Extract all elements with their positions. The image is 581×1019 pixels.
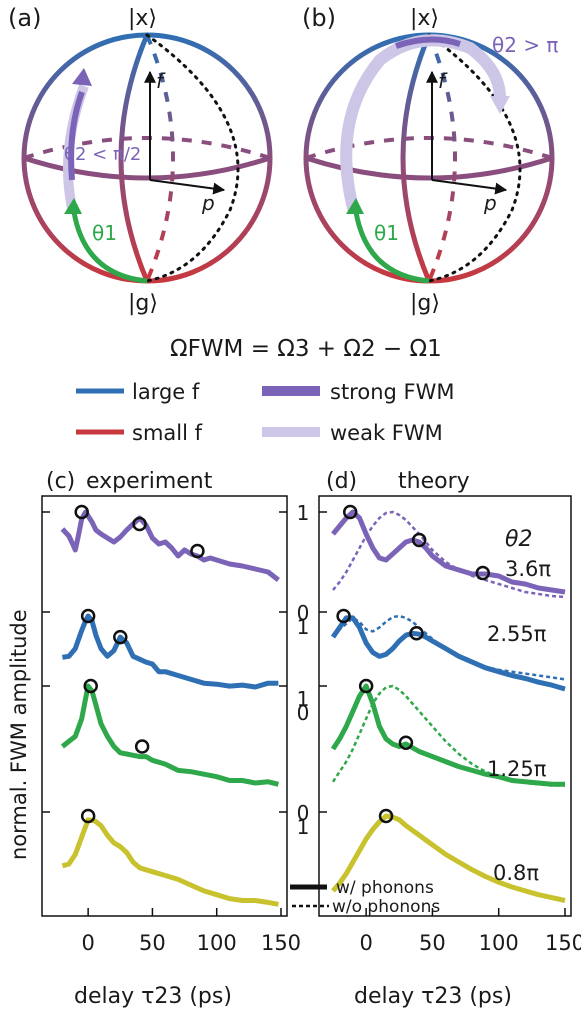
theta2-label-2: 2.55π xyxy=(487,622,547,646)
x-tick-label: 150 xyxy=(545,931,581,955)
ket-x-b: |x⟩ xyxy=(410,6,439,31)
bloch-sphere-a: (a) xyxy=(8,4,273,284)
y-tick-label: 1 xyxy=(297,501,310,525)
exp-peak-marker xyxy=(132,516,147,532)
exp-peak-marker xyxy=(190,543,205,559)
legend xyxy=(76,386,320,437)
ket-g-a: |g⟩ xyxy=(128,291,158,316)
theory-line-purple xyxy=(331,509,566,595)
panel-b-label: (b) xyxy=(302,4,336,32)
exp-peak-marker xyxy=(113,629,128,645)
theory-peak-marker xyxy=(342,504,358,520)
bloch-sphere-b: (b) xyxy=(302,4,555,284)
axis-p-b: p xyxy=(483,191,497,215)
theory-series xyxy=(330,504,566,903)
panel-a-label: (a) xyxy=(8,4,41,32)
theory-line-yellow xyxy=(331,813,566,903)
panel-c-label: (c) xyxy=(46,469,75,494)
exp-peak-marker xyxy=(80,808,96,824)
theory-dashed-blue xyxy=(332,614,566,681)
theory-line-green xyxy=(330,683,565,787)
theory-peak-marker xyxy=(378,808,394,824)
theta2-label-4: 0.8π xyxy=(493,861,539,885)
ket-x-a: |x⟩ xyxy=(128,6,157,31)
legend-strong: strong FWM xyxy=(330,380,454,404)
panel-d-label: (d) xyxy=(326,469,357,494)
x-axis-label-theory: delay τ23 (ps) xyxy=(354,984,512,1009)
plot-frame-theory xyxy=(318,495,572,917)
exp-peak-marker xyxy=(80,608,96,624)
legend-weak: weak FWM xyxy=(330,421,443,445)
x-tick-label: 50 xyxy=(139,931,166,955)
y-tick-label: 1 xyxy=(297,615,310,639)
axis-p-a: p xyxy=(201,191,215,215)
legend-large-f: large f xyxy=(132,380,200,404)
theory-peak-marker xyxy=(411,532,427,548)
theory-peak-marker xyxy=(475,565,491,581)
theory-peak-marker xyxy=(398,735,414,750)
legend-with-phonons: w/ phonons xyxy=(336,878,434,898)
y-tick-label: 1 xyxy=(297,687,310,711)
exp-line-green xyxy=(60,683,279,787)
fwm-equation: ΩFWM = Ω3 + Ω2 − Ω1 xyxy=(170,336,442,362)
theta2-large-label: θ2 > π xyxy=(492,33,558,57)
plot-frame-experiment xyxy=(41,495,288,917)
theory-peak-marker xyxy=(358,678,374,694)
ket-g-b: |g⟩ xyxy=(410,291,440,316)
theta1-label-a: θ1 xyxy=(92,221,117,245)
theta1-label-b: θ1 xyxy=(374,221,399,245)
theory-line-blue xyxy=(330,615,566,692)
theory-peak-marker xyxy=(336,608,351,624)
x-tick-label: 50 xyxy=(419,931,446,955)
y-tick-label: 0 xyxy=(297,701,310,725)
theta2-label-1: 3.6π xyxy=(505,557,551,581)
exp-line-yellow xyxy=(61,817,279,907)
panel-c-title: experiment xyxy=(86,469,213,494)
exp-peak-marker xyxy=(74,504,89,520)
x-tick-label: 0 xyxy=(81,931,94,955)
x-ticks: 0 50 100 150 0 50 100 150 xyxy=(81,908,581,955)
x-tick-label: 0 xyxy=(359,931,372,955)
y-tick-label: 0 xyxy=(297,601,310,625)
legend-without-phonons: w/o phonons xyxy=(332,897,440,917)
theta2-small-label: θ2 < π/2 xyxy=(64,144,141,165)
x-tick-label: 150 xyxy=(261,931,301,955)
y-axis-label: normal. FWM amplitude xyxy=(7,609,31,860)
experiment-series xyxy=(60,504,280,907)
theta2-label-3: 1.25π xyxy=(487,757,547,781)
theta2-legend-title: θ2 xyxy=(505,527,532,552)
y-tick-label: 0 xyxy=(297,801,310,825)
exp-line-blue xyxy=(62,613,279,690)
exp-peak-marker xyxy=(134,739,150,754)
x-tick-label: 100 xyxy=(197,931,237,955)
legend-small-f: small f xyxy=(132,421,203,445)
x-axis-label-experiment: delay τ23 (ps) xyxy=(74,984,232,1009)
exp-line-purple xyxy=(60,509,280,582)
theory-peak-marker xyxy=(409,626,424,641)
x-tick-label: 100 xyxy=(479,931,519,955)
axis-f-a: f xyxy=(156,69,166,93)
exp-peak-marker xyxy=(83,678,98,694)
axis-f-b: f xyxy=(438,69,448,93)
theory-dashed-purple xyxy=(332,510,566,599)
panel-d-title: theory xyxy=(398,469,470,494)
y-tick-label: 1 xyxy=(297,815,310,839)
